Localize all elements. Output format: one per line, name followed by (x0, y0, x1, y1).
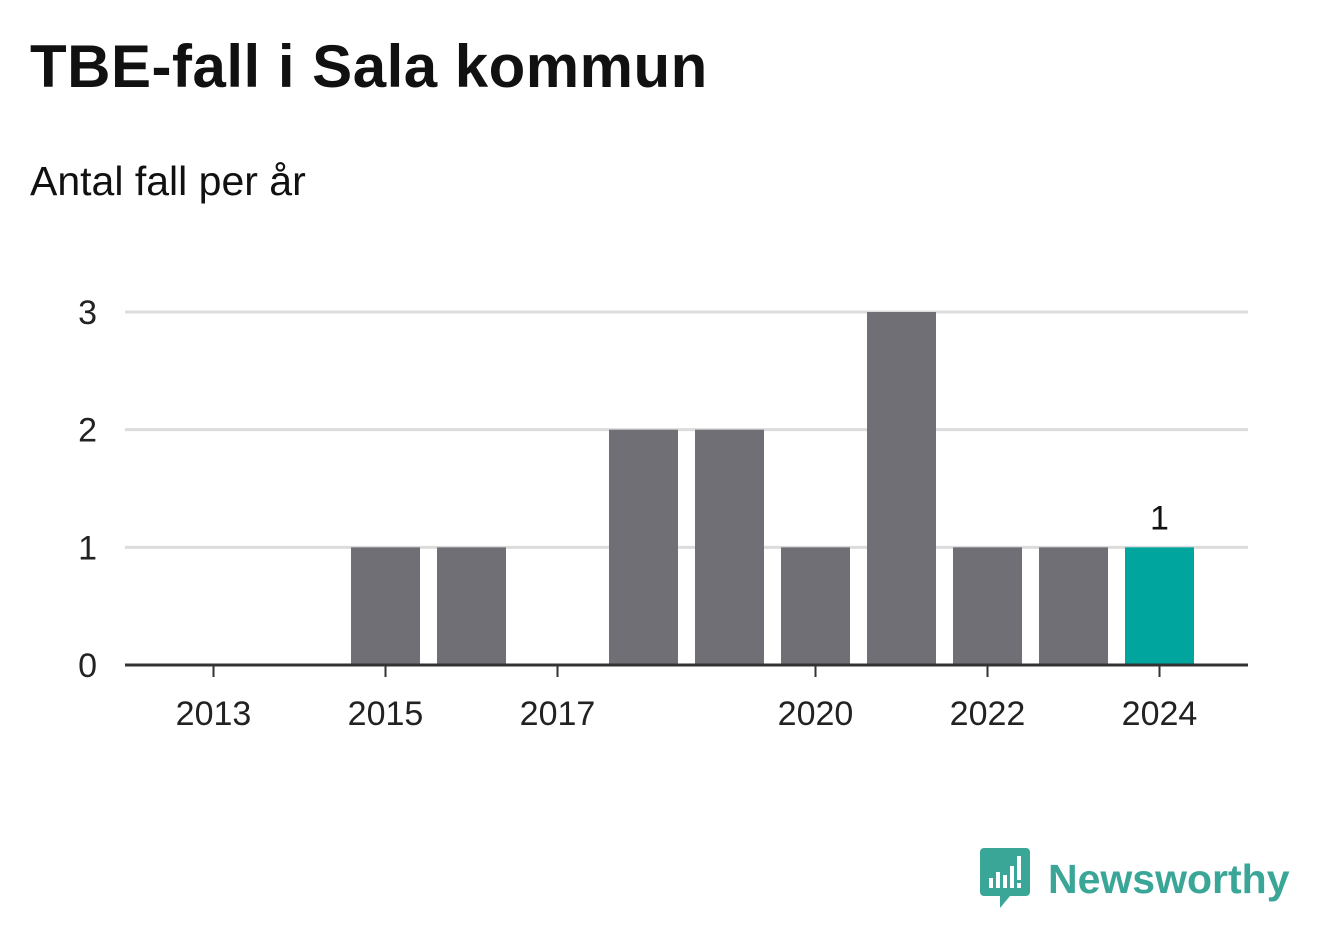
x-tick-label: 2024 (1122, 695, 1198, 733)
y-tick-label: 2 (78, 412, 97, 450)
y-tick-label: 1 (78, 529, 97, 567)
axes (125, 663, 1248, 677)
gridlines (125, 310, 1248, 549)
x-tick-label: 2015 (348, 695, 424, 733)
bar-2021 (867, 312, 936, 665)
bar-2018 (609, 429, 678, 665)
chart-subtitle: Antal fall per år (30, 158, 306, 204)
bar-2016 (437, 547, 506, 665)
y-tick-label: 3 (78, 294, 97, 332)
newsworthy-wordmark: Newsworthy (1048, 855, 1290, 902)
bar-2024 (1125, 547, 1194, 665)
newsworthy-logo[interactable]: Newsworthy (980, 848, 1290, 910)
bar-2022 (953, 547, 1022, 665)
data-label-2024: 1 (1150, 499, 1169, 537)
bar-2020 (781, 547, 850, 665)
x-tick-label: 2020 (778, 695, 854, 733)
y-tick-label: 0 (78, 647, 97, 685)
x-tick-label: 2022 (950, 695, 1026, 733)
chart-title: TBE-fall i Sala kommun (30, 33, 708, 100)
x-tick-label: 2013 (176, 695, 252, 733)
bar-2019 (695, 429, 764, 665)
newsworthy-logo-icon (980, 848, 1030, 908)
labels: 0 1 2 3 2013 2015 2017 2020 2022 2024 1 (78, 294, 1197, 733)
bar-2023 (1039, 547, 1108, 665)
x-tick-label: 2017 (520, 695, 596, 733)
bar-2015 (351, 547, 420, 665)
bars (351, 312, 1194, 665)
